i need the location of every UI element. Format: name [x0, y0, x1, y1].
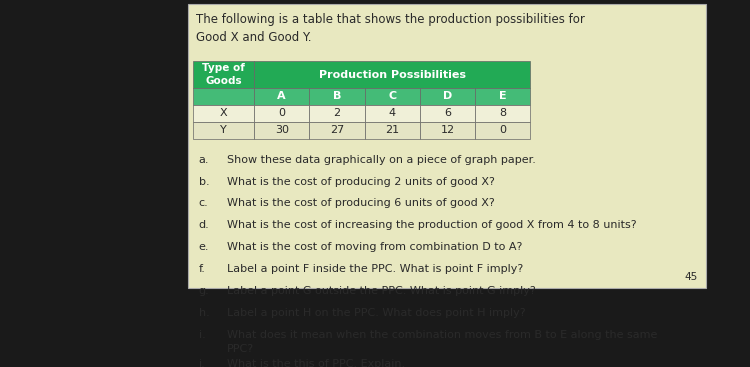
Text: h.: h. — [199, 308, 209, 318]
Bar — [194, 105, 254, 121]
Text: 12: 12 — [440, 125, 454, 135]
Text: The following is a table that shows the production possibilities for
Good X and : The following is a table that shows the … — [196, 13, 585, 44]
Text: 4: 4 — [388, 108, 396, 118]
Text: Production Possibilities: Production Possibilities — [319, 69, 466, 80]
Bar — [364, 88, 420, 105]
Text: C: C — [388, 91, 396, 101]
Text: Label a point F inside the PPC. What is point F imply?: Label a point F inside the PPC. What is … — [227, 264, 524, 274]
Text: What is the cost of increasing the production of good X from 4 to 8 units?: What is the cost of increasing the produ… — [227, 221, 637, 230]
Bar — [420, 121, 475, 139]
Bar — [254, 105, 309, 121]
Text: d.: d. — [199, 221, 209, 230]
Bar — [475, 121, 530, 139]
Text: D: D — [442, 91, 452, 101]
Text: Type of
Goods: Type of Goods — [202, 63, 245, 86]
Text: Y: Y — [220, 125, 227, 135]
Text: 6: 6 — [444, 108, 451, 118]
FancyBboxPatch shape — [188, 4, 706, 288]
Text: PPC?: PPC? — [227, 344, 254, 354]
Text: c.: c. — [199, 199, 208, 208]
Text: j.: j. — [199, 359, 206, 367]
Text: What is the cost of producing 6 units of good X?: What is the cost of producing 6 units of… — [227, 199, 495, 208]
Text: Label a point H on the PPC. What does point H imply?: Label a point H on the PPC. What does po… — [227, 308, 526, 318]
Text: f.: f. — [199, 264, 206, 274]
Text: 0: 0 — [500, 125, 506, 135]
Bar — [420, 105, 475, 121]
Bar — [254, 121, 309, 139]
Text: What is the cost of moving from combination D to A?: What is the cost of moving from combinat… — [227, 242, 523, 252]
Text: B: B — [333, 91, 341, 101]
Bar — [254, 88, 309, 105]
Text: 45: 45 — [684, 272, 698, 282]
Text: What is the cost of producing 2 units of good X?: What is the cost of producing 2 units of… — [227, 177, 495, 186]
Bar — [475, 88, 530, 105]
Text: What is the this of PPC. Explain.: What is the this of PPC. Explain. — [227, 359, 405, 367]
Bar — [309, 121, 364, 139]
Text: 0: 0 — [278, 108, 285, 118]
Bar — [194, 88, 254, 105]
Text: 2: 2 — [334, 108, 340, 118]
Text: b.: b. — [199, 177, 209, 186]
Text: What does it mean when the combination moves from B to E along the same: What does it mean when the combination m… — [227, 330, 658, 340]
Bar — [364, 121, 420, 139]
Text: 27: 27 — [330, 125, 344, 135]
Bar — [309, 88, 364, 105]
Text: X: X — [220, 108, 227, 118]
Bar — [254, 61, 530, 88]
Bar — [364, 105, 420, 121]
Text: g.: g. — [199, 286, 209, 296]
Bar — [194, 61, 254, 88]
Text: e.: e. — [199, 242, 209, 252]
Text: A: A — [278, 91, 286, 101]
Text: i.: i. — [199, 330, 206, 340]
Text: E: E — [499, 91, 506, 101]
Bar — [194, 121, 254, 139]
Text: Show these data graphically on a piece of graph paper.: Show these data graphically on a piece o… — [227, 155, 536, 165]
Text: a.: a. — [199, 155, 209, 165]
Bar — [420, 88, 475, 105]
Text: Label a point G outside the PPC. What is point G imply?: Label a point G outside the PPC. What is… — [227, 286, 536, 296]
Text: 21: 21 — [386, 125, 399, 135]
Text: 30: 30 — [274, 125, 289, 135]
Text: 8: 8 — [499, 108, 506, 118]
Bar — [475, 105, 530, 121]
Bar — [309, 105, 364, 121]
